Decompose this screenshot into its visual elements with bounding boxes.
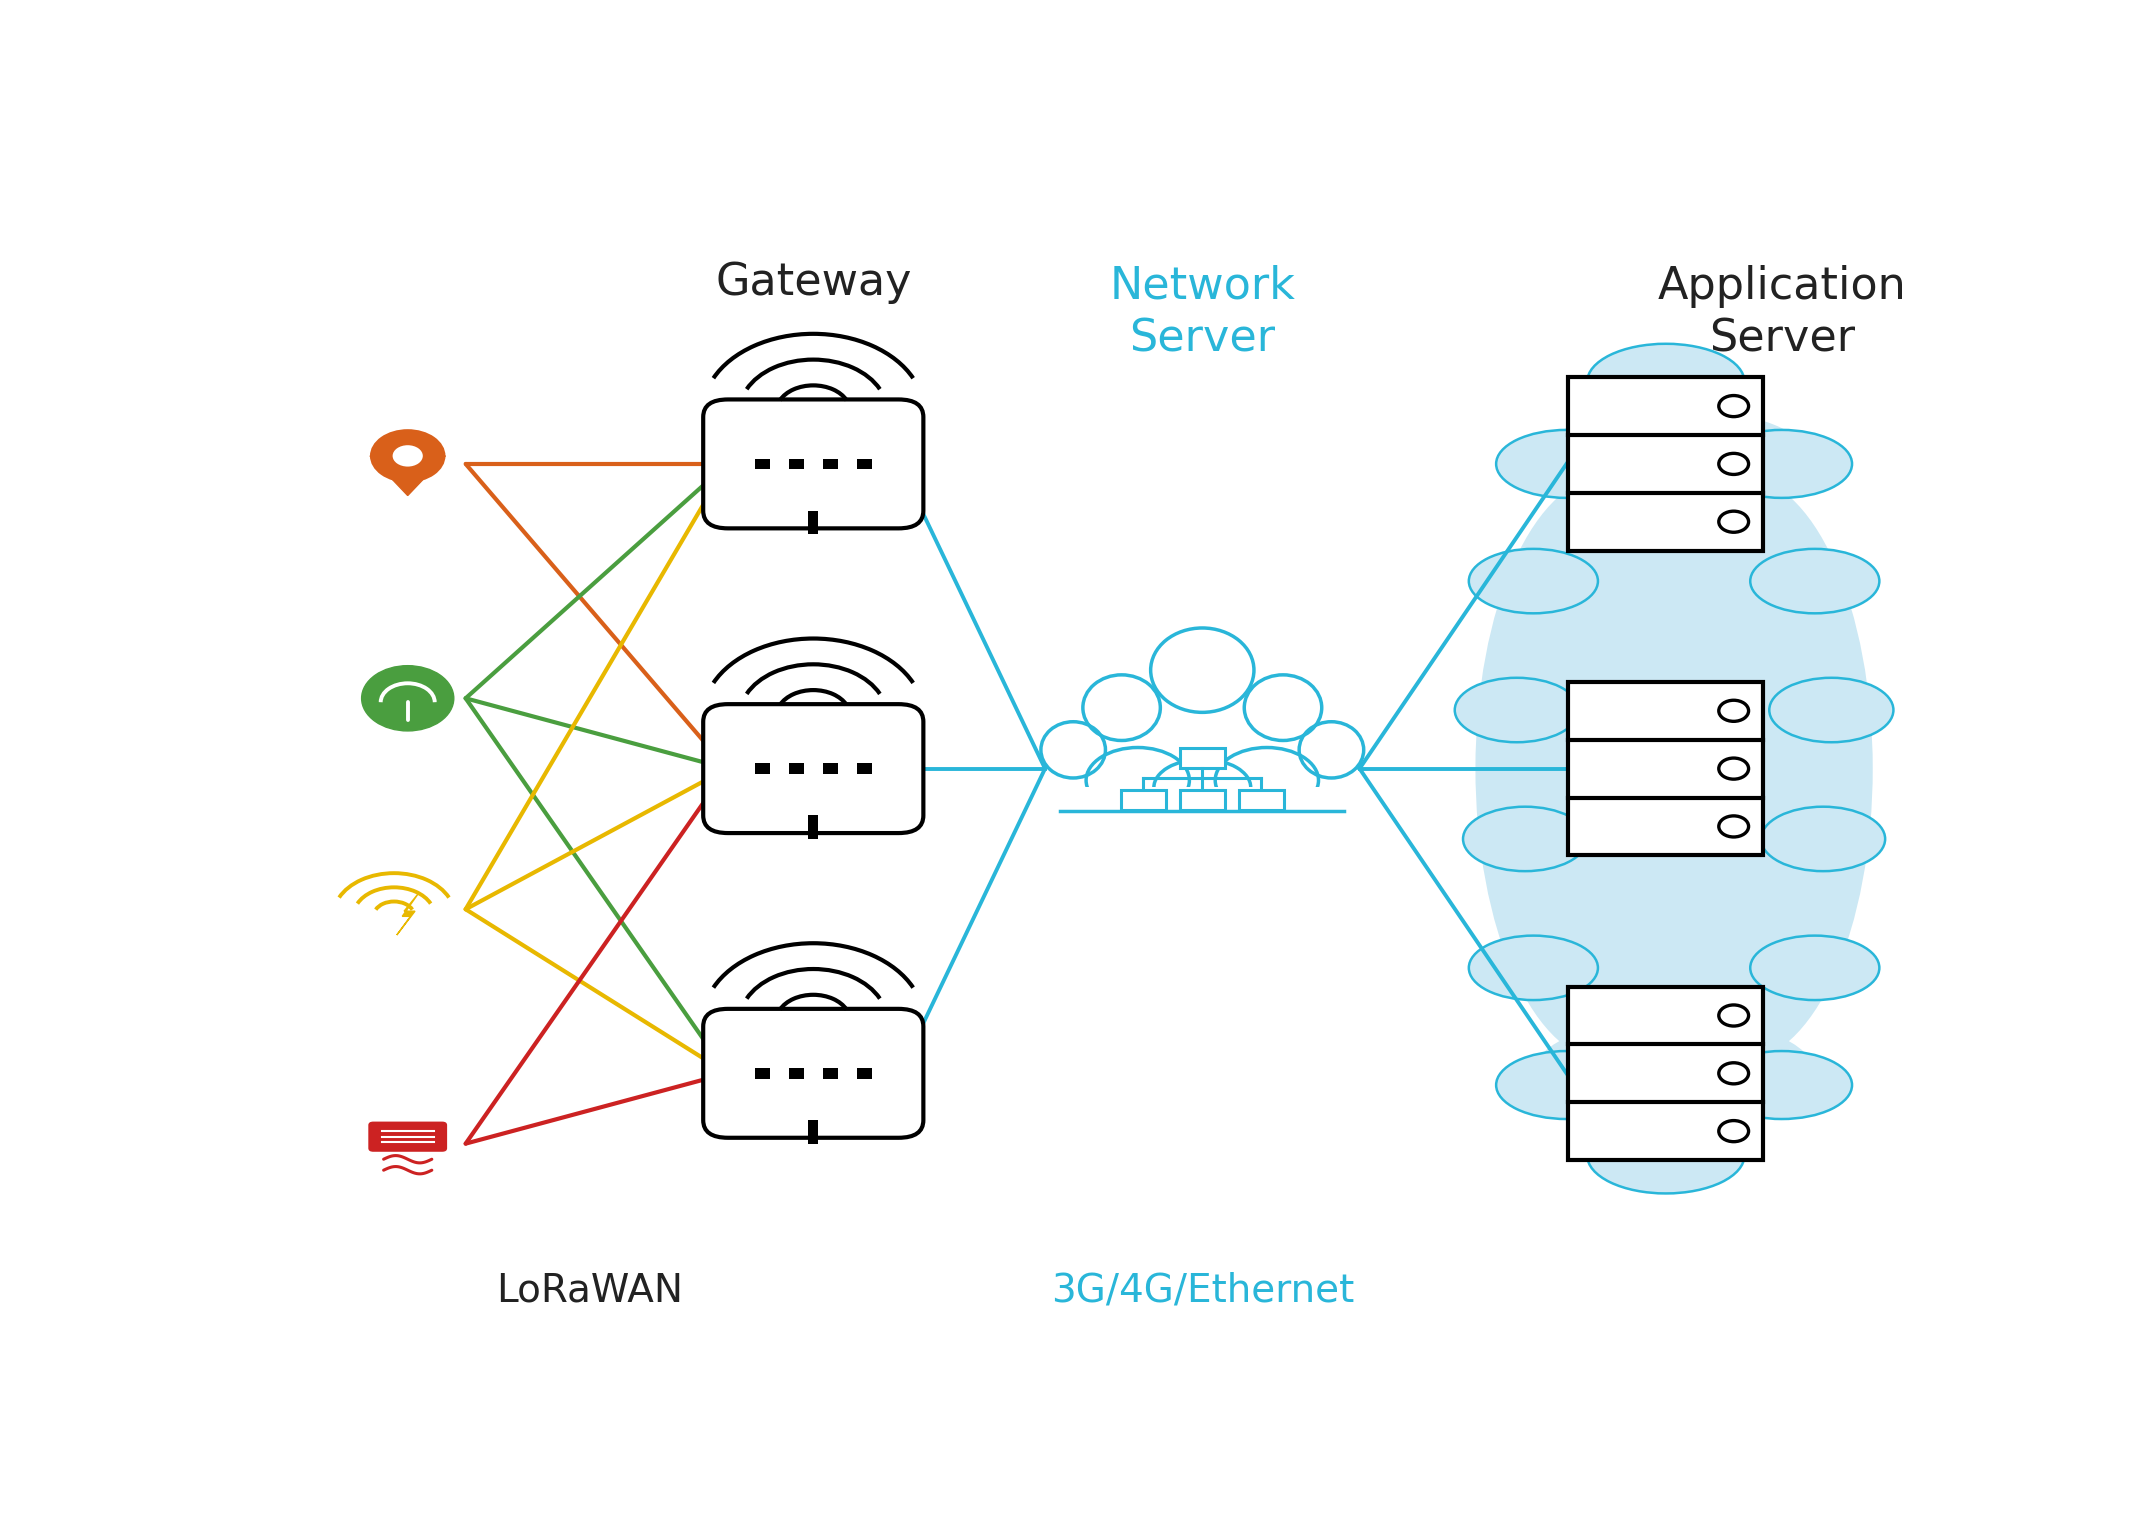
Ellipse shape (1534, 408, 1816, 519)
Ellipse shape (1151, 629, 1254, 712)
Circle shape (1719, 758, 1749, 779)
Ellipse shape (1711, 429, 1852, 498)
Bar (807, 1120, 818, 1143)
Circle shape (1719, 1062, 1749, 1084)
Bar (1179, 790, 1224, 810)
Ellipse shape (1760, 807, 1886, 871)
Ellipse shape (1508, 699, 1839, 839)
Circle shape (1719, 1005, 1749, 1026)
Circle shape (1719, 1120, 1749, 1142)
Ellipse shape (1215, 747, 1318, 813)
Bar (1121, 790, 1166, 810)
Ellipse shape (1463, 807, 1587, 871)
FancyBboxPatch shape (754, 458, 769, 469)
Circle shape (1719, 396, 1749, 417)
FancyBboxPatch shape (703, 399, 923, 528)
Polygon shape (397, 893, 419, 935)
Circle shape (1719, 700, 1749, 721)
FancyBboxPatch shape (703, 705, 923, 833)
Circle shape (370, 429, 446, 482)
Bar (1568, 377, 1764, 551)
Ellipse shape (1083, 674, 1160, 741)
FancyBboxPatch shape (754, 764, 769, 773)
Ellipse shape (1476, 476, 1741, 1062)
FancyBboxPatch shape (788, 1068, 803, 1079)
Ellipse shape (1769, 677, 1892, 743)
Circle shape (1719, 454, 1749, 475)
Ellipse shape (1085, 747, 1190, 813)
Circle shape (361, 665, 453, 731)
Ellipse shape (1495, 1052, 1636, 1119)
Bar (1047, 787, 1356, 820)
Ellipse shape (1245, 674, 1322, 741)
Ellipse shape (1153, 759, 1252, 816)
Ellipse shape (1517, 880, 1831, 1009)
Ellipse shape (1749, 549, 1880, 613)
Ellipse shape (1749, 936, 1880, 1000)
Text: Application
Server: Application Server (1658, 265, 1905, 361)
Circle shape (1719, 816, 1749, 837)
Ellipse shape (1495, 429, 1636, 498)
FancyBboxPatch shape (703, 1009, 923, 1138)
Ellipse shape (1455, 677, 1579, 743)
Bar (1047, 689, 1356, 811)
Text: Network
Server: Network Server (1109, 265, 1294, 361)
Ellipse shape (1470, 936, 1598, 1000)
Ellipse shape (1534, 1018, 1816, 1129)
Text: LoRaWAN: LoRaWAN (496, 1271, 684, 1309)
Ellipse shape (1517, 528, 1831, 658)
Ellipse shape (1587, 344, 1745, 420)
FancyBboxPatch shape (367, 1122, 446, 1152)
FancyBboxPatch shape (822, 458, 837, 469)
FancyBboxPatch shape (822, 764, 837, 773)
Bar (1239, 790, 1284, 810)
Circle shape (393, 446, 423, 467)
FancyBboxPatch shape (754, 1068, 769, 1079)
Bar (1568, 682, 1764, 855)
Bar (1179, 749, 1224, 769)
Ellipse shape (1608, 476, 1873, 1062)
Ellipse shape (1587, 1117, 1745, 1193)
Bar (807, 511, 818, 534)
Ellipse shape (1525, 446, 1824, 1091)
Ellipse shape (1529, 359, 1820, 1178)
Ellipse shape (1040, 721, 1106, 778)
Ellipse shape (1299, 721, 1363, 778)
Text: Gateway: Gateway (716, 260, 912, 304)
Bar (1568, 986, 1764, 1160)
Bar (807, 816, 818, 839)
Text: 3G/4G/Ethernet: 3G/4G/Ethernet (1051, 1271, 1354, 1309)
FancyBboxPatch shape (788, 458, 803, 469)
FancyBboxPatch shape (857, 458, 871, 469)
Ellipse shape (1711, 1052, 1852, 1119)
FancyBboxPatch shape (822, 1068, 837, 1079)
FancyBboxPatch shape (788, 764, 803, 773)
FancyBboxPatch shape (857, 1068, 871, 1079)
Polygon shape (370, 457, 446, 496)
FancyBboxPatch shape (857, 764, 871, 773)
Circle shape (1719, 511, 1749, 533)
Ellipse shape (1470, 549, 1598, 613)
